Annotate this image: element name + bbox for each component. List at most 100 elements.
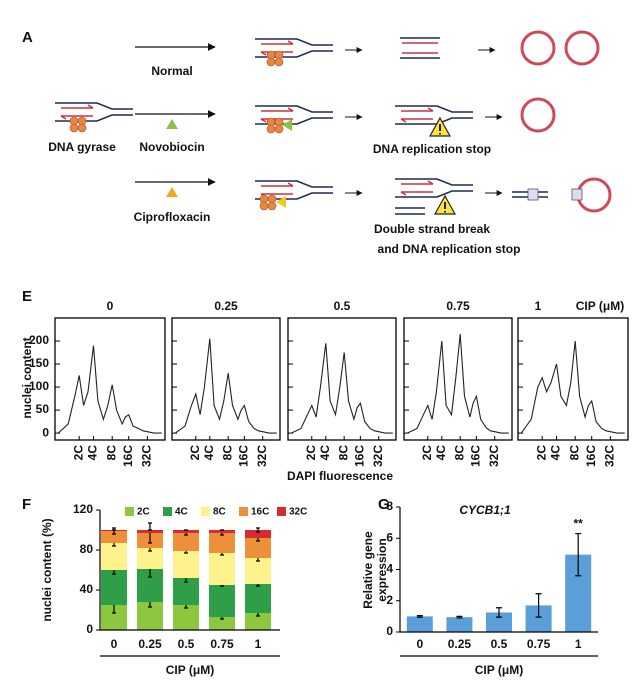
label: and DNA replication stop [378, 242, 521, 256]
y-tick-label: 80 [80, 542, 94, 556]
gyrase-complex [571, 188, 583, 201]
bar [406, 616, 433, 632]
x-tick-label: 16C [584, 445, 598, 467]
plot-frame [171, 317, 281, 441]
x-tick-label: 4C [318, 445, 332, 461]
x-tick-label: 32C [487, 445, 501, 467]
legend-swatch [277, 507, 286, 516]
plot-frame [403, 317, 513, 441]
label: Novobiocin [139, 140, 204, 154]
y-axis-label: nuclei content (%) [40, 518, 54, 621]
x-tick-label: 0.75 [527, 637, 551, 651]
y-tick-label: 2 [386, 593, 393, 607]
plot-frame [54, 317, 166, 441]
bar-segment [101, 543, 127, 570]
y-tick-label: 50 [36, 402, 50, 416]
x-axis-label: DAPI fluorescence [287, 469, 393, 483]
x-tick-label: 8C [567, 445, 581, 461]
panel-title: 1 [535, 299, 542, 313]
bar-segment [101, 531, 127, 543]
x-tick-label: 32C [255, 445, 269, 467]
x-tick-label: 0.5 [491, 637, 508, 651]
y-axis-label: nuclei content [20, 337, 34, 418]
bar-segment [173, 551, 199, 578]
histogram-line [57, 345, 162, 434]
y-tick-label: 200 [29, 333, 49, 347]
gyrase [69, 116, 87, 133]
x-tick-label: 8C [336, 445, 350, 461]
bar-segment [209, 533, 235, 553]
fork [254, 38, 334, 58]
panel-title: 0 [107, 299, 114, 313]
x-tick-label: 32C [140, 445, 154, 467]
plasmid [520, 97, 556, 133]
fork [54, 102, 134, 122]
x-tick-label: 32C [603, 445, 617, 467]
error-bar [456, 615, 463, 619]
plot-frame [517, 317, 629, 441]
plasmid [576, 177, 612, 213]
panel-label: G [378, 496, 390, 513]
x-tick-label: 1 [255, 637, 262, 651]
x-tick-label: 4C [202, 445, 216, 461]
bar [446, 617, 473, 632]
y-tick-label: 100 [29, 379, 49, 393]
label: DNA gyrase [48, 140, 116, 154]
x-tick-label: 0.5 [178, 637, 195, 651]
inhibitor [282, 119, 292, 131]
histogram-line [290, 343, 393, 434]
plot-frame [287, 317, 397, 441]
fork [254, 105, 334, 125]
bar-segment [245, 530, 271, 538]
x-tick-label: 2C [188, 445, 202, 461]
label: Double strand break [374, 222, 490, 236]
legend-label: 2C [137, 507, 150, 518]
x-tick-label: 4C [549, 445, 563, 461]
gyrase-complex [527, 188, 539, 201]
error-bar [416, 614, 423, 618]
label: DNA replication stop [373, 142, 491, 156]
annotation: ** [574, 517, 584, 531]
bar-segment [137, 530, 163, 533]
x-tick-label: 8C [452, 445, 466, 461]
warning [434, 195, 456, 215]
panel-label: F [22, 496, 31, 513]
x-axis-label: CIP (μM) [166, 663, 214, 677]
x-tick-label: 0 [111, 637, 118, 651]
legend-label: 8C [213, 507, 226, 518]
x-tick-label: 8C [104, 445, 118, 461]
x-tick-label: 2C [71, 445, 85, 461]
bar-segment [209, 585, 235, 617]
legend-swatch [239, 507, 248, 516]
label: Normal [151, 64, 192, 78]
legend-swatch [163, 507, 172, 516]
bar-segment [101, 570, 127, 605]
bar-segment [173, 605, 199, 630]
y-tick-label: 40 [80, 582, 94, 596]
histogram-line [174, 338, 277, 434]
plasmid [520, 30, 556, 66]
x-tick-label: 16C [469, 445, 483, 467]
x-tick-label: 16C [121, 445, 135, 467]
panel-label: A [22, 29, 33, 46]
y-axis-label: Relative geneexpression [361, 531, 389, 609]
bar [486, 612, 512, 632]
axes [99, 510, 280, 631]
x-tick-label: 2C [420, 445, 434, 461]
inhibitor [166, 119, 178, 129]
x-tick-label: 0 [416, 637, 423, 651]
unit-label: CIP (μM) [576, 299, 624, 313]
legend-label: 32C [289, 507, 307, 518]
x-tick-label: 16C [237, 445, 251, 467]
error-bar [496, 607, 502, 618]
x-tick-label: 0.25 [138, 637, 162, 651]
bar-segment [209, 530, 235, 533]
y-tick-label: 0 [86, 622, 93, 636]
x-tick-label: 0.75 [210, 637, 234, 651]
histogram-line [520, 340, 625, 434]
y-tick-label: 4 [386, 562, 393, 576]
y-tick-label: 150 [29, 356, 49, 370]
label: Ciprofloxacin [134, 210, 211, 224]
plasmid [564, 30, 600, 66]
strands [402, 42, 438, 54]
